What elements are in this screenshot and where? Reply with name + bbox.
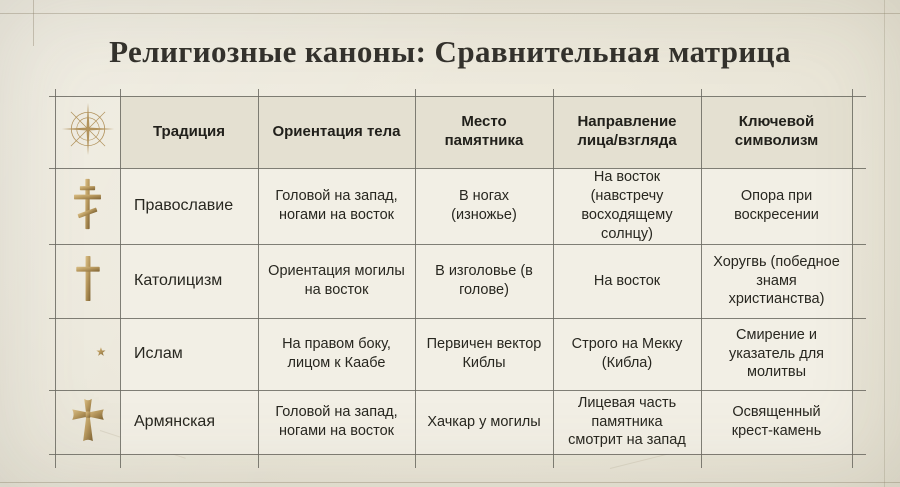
body-orientation-cell: На правом боку, лицом к Каабе xyxy=(258,318,415,390)
grid-line-h xyxy=(49,96,866,97)
grid-line-h xyxy=(49,318,866,319)
compass-rose-icon xyxy=(61,102,115,162)
row-icon-cell xyxy=(55,390,120,454)
grid-line-v xyxy=(852,89,853,468)
symbolism-cell: Опора при воскресении xyxy=(701,168,852,244)
marble-seam xyxy=(33,0,34,46)
monument-place-cell: В ногах (изножье) xyxy=(415,168,553,244)
body-orientation-cell: Головой на запад, ногами на восток xyxy=(258,168,415,244)
grid-line-v xyxy=(415,89,416,468)
armenian-cross-icon xyxy=(70,396,106,449)
face-direction-cell: На восток (навстречу восходящему солнцу) xyxy=(553,168,701,244)
page-title: Религиозные каноны: Сравнительная матриц… xyxy=(109,34,791,69)
column-header-symbolism: Ключевой символизм xyxy=(701,96,852,168)
tradition-cell: Армянская xyxy=(120,390,258,454)
header-icon-cell xyxy=(55,96,120,168)
grid-line-h xyxy=(49,244,866,245)
latin-cross-icon xyxy=(73,255,103,307)
row-icon-cell xyxy=(55,244,120,318)
tradition-cell: Православие xyxy=(120,168,258,244)
monument-place-cell: Хачкар у могилы xyxy=(415,390,553,454)
symbolism-cell: Смирение и указатель для молитвы xyxy=(701,318,852,390)
crescent-and-star-icon xyxy=(65,329,111,380)
marble-seam xyxy=(884,0,885,487)
grid-line-h xyxy=(49,390,866,391)
marble-seam xyxy=(0,13,900,14)
grid-line-v xyxy=(55,89,56,468)
symbolism-cell: Освященный крест-камень xyxy=(701,390,852,454)
column-header-body-orientation: Ориентация тела xyxy=(258,96,415,168)
table-cells: Традиция Ориентация тела Место памятника… xyxy=(55,96,852,454)
monument-place-cell: Первичен вектор Киблы xyxy=(415,318,553,390)
face-direction-cell: Лицевая часть памятника смотрит на запад xyxy=(553,390,701,454)
tradition-cell: Католицизм xyxy=(120,244,258,318)
body-orientation-cell: Головой на запад, ногами на восток xyxy=(258,390,415,454)
column-header-tradition: Традиция xyxy=(120,96,258,168)
column-header-monument-place: Место памятника xyxy=(415,96,553,168)
column-header-face-direction: Направление лица/взгляда xyxy=(553,96,701,168)
grid-line-v xyxy=(258,89,259,468)
face-direction-cell: На восток xyxy=(553,244,701,318)
grid-line-v xyxy=(701,89,702,468)
symbolism-cell: Хоругвь (победное знамя христианства) xyxy=(701,244,852,318)
body-orientation-cell: Ориентация могилы на восток xyxy=(258,244,415,318)
row-icon-cell xyxy=(55,168,120,244)
grid-line-h xyxy=(49,454,866,455)
tradition-cell: Ислам xyxy=(120,318,258,390)
grid-line-h xyxy=(49,168,866,169)
grid-line-v xyxy=(120,89,121,468)
comparison-table: Традиция Ориентация тела Место памятника… xyxy=(49,89,866,468)
orthodox-cross-icon xyxy=(71,178,104,235)
face-direction-cell: Строго на Мекку (Кибла) xyxy=(553,318,701,390)
monument-place-cell: В изголовье (в голове) xyxy=(415,244,553,318)
grid-line-v xyxy=(553,89,554,468)
marble-seam xyxy=(0,482,900,483)
row-icon-cell xyxy=(55,318,120,390)
